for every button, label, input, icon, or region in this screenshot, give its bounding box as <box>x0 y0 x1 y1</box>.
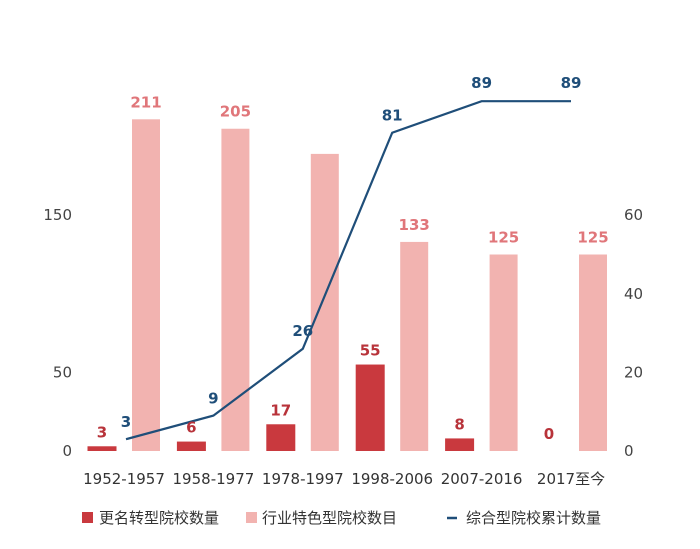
renamed-value-label: 17 <box>270 401 291 419</box>
legend-label-industry: 行业特色型院校数目 <box>262 509 397 527</box>
industry-value-label: 125 <box>577 229 608 247</box>
industry-value-label: 211 <box>130 93 161 111</box>
bar-renamed-institutions <box>176 441 206 451</box>
cumulative-value-label: 26 <box>292 322 313 340</box>
renamed-value-label: 0 <box>544 425 554 443</box>
renamed-value-label: 8 <box>454 415 464 433</box>
cumulative-value-label: 9 <box>208 390 218 408</box>
cumulative-value-label: 89 <box>471 74 492 92</box>
x-axis: 1952-1957 1958-1977 1978-1997 1998-2006 2007… <box>83 470 605 488</box>
bar-industry-institutions <box>400 241 429 451</box>
cumulative-line-layer <box>125 100 571 441</box>
legend-label-cumulative: 综合型院校累计数量 <box>466 509 601 527</box>
bar-renamed-institutions <box>266 424 296 451</box>
legend: 更名转型院校数量 行业特色型院校数目 综合型院校累计数量 <box>82 509 601 527</box>
cumulative-line <box>125 100 571 441</box>
cumulative-value-label: 3 <box>121 413 131 431</box>
right-axis-tick: 20 <box>624 363 643 381</box>
x-axis-tick: 2007-2016 <box>441 470 523 488</box>
bar-industry-institutions <box>489 254 518 451</box>
industry-value-label: 133 <box>399 216 430 234</box>
right-axis-tick: 60 <box>624 206 643 224</box>
x-axis-tick: 1952-1957 <box>83 470 165 488</box>
industry-value-label: 205 <box>220 103 251 121</box>
left-axis: 0 50 150 <box>43 206 72 460</box>
x-axis-tick: 1978-1997 <box>262 470 344 488</box>
bar-industry-institutions <box>579 254 607 451</box>
bar-industry-institutions <box>221 128 250 452</box>
bar-renamed-institutions <box>355 364 385 451</box>
legend-swatch-renamed <box>82 512 93 523</box>
data-labels: 3 211 6 205 17 55 133 8 125 0 125 3 9 26 81 89 89 <box>97 74 609 443</box>
renamed-value-label: 6 <box>186 419 196 437</box>
renamed-value-label: 55 <box>360 342 381 360</box>
renamed-value-label: 3 <box>97 423 107 441</box>
industry-value-label: 125 <box>488 229 519 247</box>
left-axis-tick: 50 <box>53 363 72 381</box>
x-axis-tick: 1958-1977 <box>173 470 255 488</box>
cumulative-value-label: 89 <box>561 74 582 92</box>
left-axis-tick: 150 <box>43 206 72 224</box>
right-axis-tick: 40 <box>624 285 643 303</box>
legend-label-renamed: 更名转型院校数量 <box>99 509 219 527</box>
right-axis-tick: 0 <box>624 442 634 460</box>
bar-industry-institutions <box>132 119 160 452</box>
x-axis-tick: 1998-2006 <box>351 470 433 488</box>
bar-renamed-institutions <box>445 438 475 451</box>
left-axis-tick: 0 <box>62 442 72 460</box>
cumulative-value-label: 81 <box>382 107 403 125</box>
x-axis-tick: 2017至今 <box>537 470 605 488</box>
bar-industry-institutions <box>310 153 339 451</box>
legend-swatch-industry <box>246 512 257 523</box>
bar-renamed-institutions <box>87 446 117 451</box>
bars <box>87 119 607 452</box>
right-axis: 0 20 40 60 <box>624 206 643 460</box>
